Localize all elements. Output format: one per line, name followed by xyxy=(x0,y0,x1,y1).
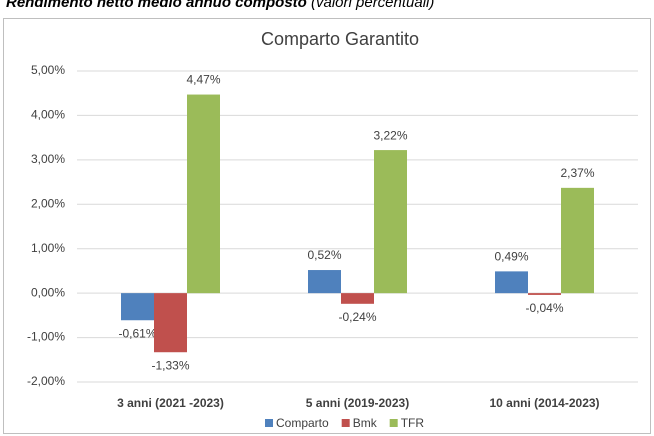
x-tick-label: 10 anni (2014-2023) xyxy=(489,396,599,410)
x-tick-label: 3 anni (2021 -2023) xyxy=(117,396,224,410)
data-label: -0,24% xyxy=(338,310,376,324)
bar xyxy=(187,94,220,294)
bar xyxy=(561,187,594,294)
bar xyxy=(341,293,374,304)
y-tick-label: 2,00% xyxy=(31,196,65,210)
bar xyxy=(374,150,407,294)
y-tick-label: 0,00% xyxy=(31,285,65,299)
chart-frame xyxy=(3,18,651,434)
legend-label: Bmk xyxy=(353,416,378,430)
y-tick-label: 4,00% xyxy=(31,108,65,122)
legend-swatch xyxy=(389,419,398,427)
bar xyxy=(495,271,528,294)
data-label: 0,52% xyxy=(307,248,341,262)
bar xyxy=(121,293,154,321)
y-tick-label: 3,00% xyxy=(31,152,65,166)
x-tick-label: 5 anni (2019-2023) xyxy=(306,396,409,410)
data-label: 4,47% xyxy=(186,73,220,87)
header-title-text: Rendimento netto medio annuo composto xyxy=(6,0,307,11)
chart-title: Comparto Garantito xyxy=(261,29,419,49)
data-label: -0,04% xyxy=(525,301,563,315)
data-label: 3,22% xyxy=(373,128,407,142)
y-tick-label: 1,00% xyxy=(31,241,65,255)
data-label: 0,49% xyxy=(494,250,528,264)
bar xyxy=(308,270,341,294)
header-title: Rendimento netto medio annuo composto (v… xyxy=(6,0,434,11)
y-tick-label: 5,00% xyxy=(31,63,65,77)
bar xyxy=(154,293,187,353)
data-label: -0,61% xyxy=(118,326,156,340)
header-note: (valori percentuali) xyxy=(311,0,434,11)
y-tick-label: -2,00% xyxy=(27,374,65,388)
legend-label: TFR xyxy=(401,416,425,430)
legend-swatch xyxy=(341,419,350,427)
legend-swatch xyxy=(265,419,273,427)
data-label: -1,33% xyxy=(151,358,189,372)
data-label: 2,37% xyxy=(560,166,594,180)
legend-label: Comparto xyxy=(276,416,329,430)
bar xyxy=(528,293,561,295)
y-tick-label: -1,00% xyxy=(27,330,65,344)
